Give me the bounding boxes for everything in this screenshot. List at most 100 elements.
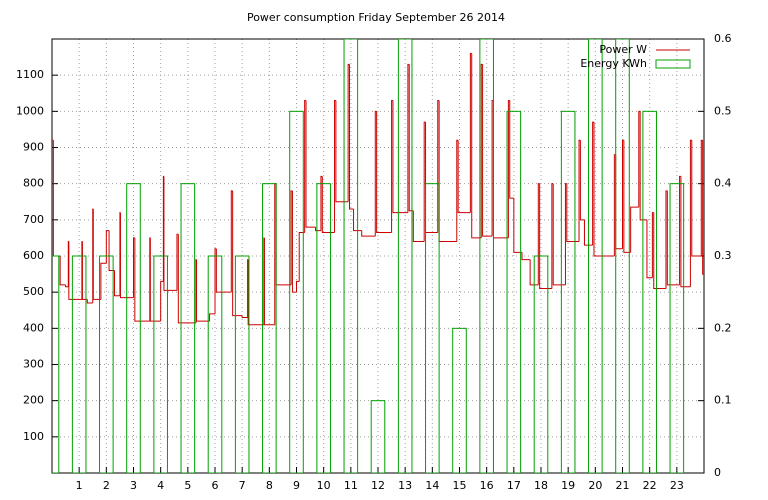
power-step — [263, 237, 275, 326]
x-tick-label: 18 — [534, 479, 548, 492]
y-tick-label: 300 — [23, 358, 44, 371]
energy-box — [397, 39, 413, 473]
power-step — [160, 280, 164, 322]
x-tick-label: 12 — [371, 479, 385, 492]
power-step — [691, 140, 702, 257]
power-step — [374, 110, 377, 237]
power-step — [593, 122, 615, 257]
power-step — [425, 122, 438, 233]
power-step — [566, 183, 580, 243]
x-tick-label: 15 — [453, 479, 467, 492]
power-step — [552, 183, 566, 286]
energy-box — [126, 183, 141, 473]
y-tick-label: 900 — [23, 141, 44, 154]
power-step — [321, 176, 335, 233]
power-step — [86, 299, 93, 304]
power-step — [177, 234, 188, 324]
y2-tick-label: 0.3 — [714, 249, 732, 262]
legend-label: Energy KWh — [580, 57, 647, 70]
x-tick-label: 17 — [507, 479, 521, 492]
power-step — [215, 248, 232, 293]
x-tick-label: 22 — [643, 479, 657, 492]
power-step — [315, 227, 321, 232]
power-step — [583, 219, 593, 246]
power-step — [305, 100, 316, 228]
y-tick-label: 100 — [23, 430, 44, 443]
x-tick-label: 1 — [76, 479, 83, 492]
legend-swatch — [655, 59, 691, 69]
power-step — [646, 219, 653, 279]
power-step — [149, 237, 161, 322]
y2-tick-label: 0.2 — [714, 321, 732, 334]
power-step — [680, 176, 691, 288]
energy-box — [207, 255, 223, 473]
power-step — [592, 121, 594, 246]
y-tick-label: 1000 — [16, 104, 44, 117]
power-step — [376, 111, 392, 233]
energy-box — [153, 255, 168, 473]
y-tick-label: 400 — [23, 321, 44, 334]
power-step — [296, 280, 300, 293]
power-step — [68, 241, 80, 300]
power-step — [92, 208, 101, 300]
y2-tick-label: 0 — [714, 466, 721, 479]
power-step — [361, 230, 376, 237]
x-tick-label: 9 — [293, 479, 300, 492]
x-tick-label: 13 — [398, 479, 412, 492]
power-step — [241, 315, 248, 318]
y-tick-label: 800 — [23, 177, 44, 190]
energy-box — [370, 400, 386, 473]
power-step — [320, 175, 323, 231]
energy-box — [506, 110, 522, 473]
power-step — [232, 190, 243, 317]
y-tick-label: 200 — [23, 394, 44, 407]
x-tick-label: 7 — [239, 479, 246, 492]
energy-box — [71, 255, 87, 473]
energy-box — [452, 327, 467, 473]
energy-box — [425, 183, 440, 473]
power-step — [509, 100, 514, 199]
power-step — [408, 64, 414, 212]
power-step — [162, 175, 164, 282]
energy-box — [234, 255, 250, 473]
power-step — [482, 64, 493, 237]
energy-box — [642, 110, 657, 473]
power-step — [65, 284, 69, 288]
energy-box — [560, 110, 576, 473]
energy-box — [262, 183, 277, 473]
energy-box — [316, 183, 331, 473]
chart-title: Power consumption Friday September 26 20… — [247, 11, 505, 24]
y2-tick-label: 0.1 — [714, 394, 732, 407]
power-step — [335, 100, 349, 203]
x-tick-label: 20 — [588, 479, 602, 492]
power-step — [391, 99, 393, 233]
power-step — [653, 212, 666, 290]
power-step — [457, 140, 471, 214]
x-tick-label: 2 — [103, 479, 110, 492]
x-tick-label: 8 — [266, 479, 273, 492]
power-step — [679, 175, 681, 285]
power-step — [702, 140, 704, 275]
energy-box — [180, 183, 196, 473]
y2-tick-label: 0.5 — [714, 104, 732, 117]
power-step — [81, 241, 88, 300]
series-layer — [52, 39, 704, 473]
power-step — [59, 256, 66, 286]
power-step — [579, 140, 585, 221]
power-step — [392, 100, 408, 214]
x-tick-label: 14 — [425, 479, 439, 492]
plot-area — [52, 39, 704, 473]
energy-box — [52, 255, 60, 473]
x-tick-label: 4 — [157, 479, 164, 492]
power-step — [638, 110, 641, 208]
x-tick-label: 23 — [670, 479, 684, 492]
power-step — [275, 183, 292, 286]
energy-box — [479, 39, 494, 473]
power-step — [298, 231, 305, 282]
x-tick-label: 6 — [212, 479, 219, 492]
y2-tick-label: 0.6 — [714, 32, 732, 45]
power-step — [92, 208, 94, 304]
power-step — [100, 262, 107, 300]
power-step — [81, 241, 83, 300]
